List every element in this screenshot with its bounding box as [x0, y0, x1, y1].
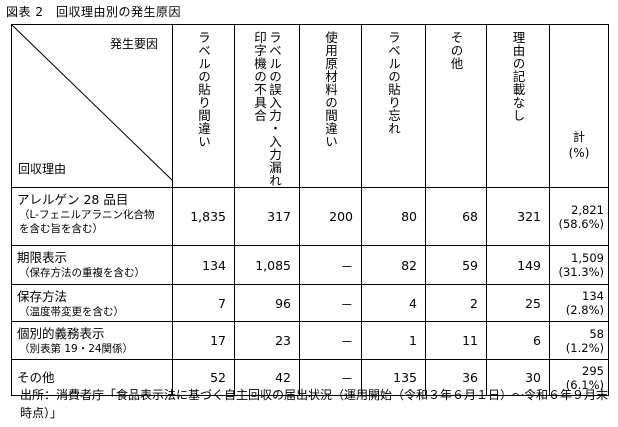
total-cell: 295 (6.1%) — [549, 359, 609, 396]
col-header-3-text: 使用原材料の間違い — [323, 31, 338, 148]
source-note: 出所：消費者庁「食品表示法に基づく自主回収の届出状況（運用開始（令和３年６月１日… — [20, 388, 609, 420]
header-row: 発生要因 回収理由 ラベルの貼り間違い ラベルの誤入力・入力漏れ 印字機の不具合 … — [11, 24, 609, 188]
col-header-1-text: ラベルの貼り間違い — [196, 31, 211, 148]
table-cell: 2 — [425, 284, 487, 322]
table-cell: 149 — [486, 245, 550, 285]
table-cell: － — [299, 245, 362, 285]
recall-reason-table: 発生要因 回収理由 ラベルの貼り間違い ラベルの誤入力・入力漏れ 印字機の不具合 … — [11, 24, 609, 396]
col-header-5-text: その他 — [448, 31, 464, 70]
table-cell: 59 — [425, 245, 487, 285]
row-label: 保存方法 （温度帯変更を含む） — [11, 284, 173, 322]
table-cell: 4 — [361, 284, 426, 322]
row-label: アレルゲン 28 品目 （L-フェニルアラニン化合物 を含む旨を含む） — [11, 187, 173, 246]
table-cell: 23 — [234, 321, 300, 360]
table-cell: 135 — [361, 359, 426, 396]
row-name: 期限表示 — [17, 250, 68, 265]
table-cell: 134 — [172, 245, 235, 285]
total-cell: 58 (1.2%) — [549, 321, 609, 360]
total-value: 2,821 — [571, 202, 604, 217]
corner-label-cause: 発生要因 — [109, 37, 158, 51]
col-header-3: 使用原材料の間違い — [299, 24, 362, 188]
table-cell: － — [299, 284, 362, 322]
total-label: 計 — [572, 130, 585, 144]
total-percent: (6.1%) — [565, 377, 604, 392]
table-cell: 317 — [234, 187, 300, 246]
table-cell: 30 — [486, 359, 550, 396]
total-value: 1,509 — [571, 251, 604, 265]
col-header-total: 計 (%) — [549, 24, 609, 188]
table-row: 個別的義務表示 （別表第 19・24関係） 17 23 － 1 11 6 58(… — [11, 321, 609, 360]
table-cell: 36 — [425, 359, 487, 396]
table-cell: 11 — [425, 321, 487, 360]
table-cell: 25 — [486, 284, 550, 322]
row-name: その他 — [17, 369, 55, 385]
row-note: （保存方法の重複を含む） — [19, 267, 145, 279]
row-name: 個別的義務表示 — [17, 326, 105, 341]
table-cell: 52 — [172, 359, 235, 396]
col-header-6: 理由の記載なし — [486, 24, 550, 188]
row-note: （別表第 19・24関係） — [19, 343, 134, 355]
table-cell: 17 — [172, 321, 235, 360]
table-cell: 1,835 — [172, 187, 235, 246]
col-header-2-text: ラベルの誤入力・入力漏れ 印字機の不具合 — [252, 31, 282, 187]
figure-title: 図表 2 回収理由別の発生原因 — [6, 5, 181, 19]
total-value: 134 — [582, 289, 604, 303]
table-cell: 68 — [425, 187, 487, 246]
row-label: 個別的義務表示 （別表第 19・24関係） — [11, 321, 173, 360]
total-percent: (58.6%) — [558, 216, 604, 231]
table-cell: 1,085 — [234, 245, 300, 285]
col-header-2-line1: ラベルの誤入力・入力漏れ — [267, 31, 282, 187]
col-header-6-text: 理由の記載なし — [510, 31, 526, 122]
table-cell: 82 — [361, 245, 426, 285]
table-cell: 321 — [486, 187, 550, 246]
col-header-4-text: ラベルの貼り忘れ — [386, 31, 401, 135]
col-header-2: ラベルの誤入力・入力漏れ 印字機の不具合 — [234, 24, 300, 188]
table-row: その他 52 42 － 135 36 30 295 (6.1%) — [11, 359, 609, 396]
total-percent: (31.3%) — [558, 265, 604, 279]
col-header-5: その他 — [425, 24, 487, 188]
row-name: アレルゲン 28 品目 — [17, 192, 129, 207]
row-note: （温度帯変更を含む） — [19, 306, 124, 318]
total-unit: (%) — [568, 146, 590, 160]
table-cell: 96 — [234, 284, 300, 322]
col-header-1: ラベルの貼り間違い — [172, 24, 235, 188]
table-cell: 80 — [361, 187, 426, 246]
row-name: 保存方法 — [17, 289, 68, 304]
table-cell: 200 — [299, 187, 362, 246]
total-value: 295 — [582, 363, 604, 378]
col-header-4: ラベルの貼り忘れ — [361, 24, 426, 188]
table-cell: 6 — [486, 321, 550, 360]
table-cell: 7 — [172, 284, 235, 322]
corner-label-reason: 回収理由 — [18, 162, 67, 176]
col-header-2-line2: 印字機の不具合 — [252, 31, 267, 122]
total-value: 58 — [589, 326, 604, 341]
total-cell: 134 (2.8%) — [549, 284, 609, 322]
row-label: 期限表示 （保存方法の重複を含む） — [11, 245, 173, 285]
row-note: を含む旨を含む） — [19, 223, 103, 235]
table-row: アレルゲン 28 品目 （L-フェニルアラニン化合物 を含む旨を含む） 1,83… — [11, 187, 609, 246]
table-row: 保存方法 （温度帯変更を含む） 7 96 － 4 2 25 134 (2.8%) — [11, 284, 609, 322]
total-cell: 1,509 (31.3%) — [549, 245, 609, 285]
table-row: 期限表示 （保存方法の重複を含む） 134 1,085 － 82 59 149 … — [11, 245, 609, 285]
diagonal-line — [12, 25, 173, 181]
total-percent: (2.8%) — [565, 303, 604, 317]
header-corner-cell: 発生要因 回収理由 — [11, 24, 173, 188]
table-cell: － — [299, 359, 362, 396]
total-percent: (1.2%) — [565, 340, 604, 355]
row-label: その他 — [11, 359, 173, 396]
row-note: （L-フェニルアラニン化合物 — [19, 209, 155, 221]
table-cell: 1 — [361, 321, 426, 360]
table-cell: － — [299, 321, 362, 360]
total-cell: 2,821 (58.6%) — [549, 187, 609, 246]
